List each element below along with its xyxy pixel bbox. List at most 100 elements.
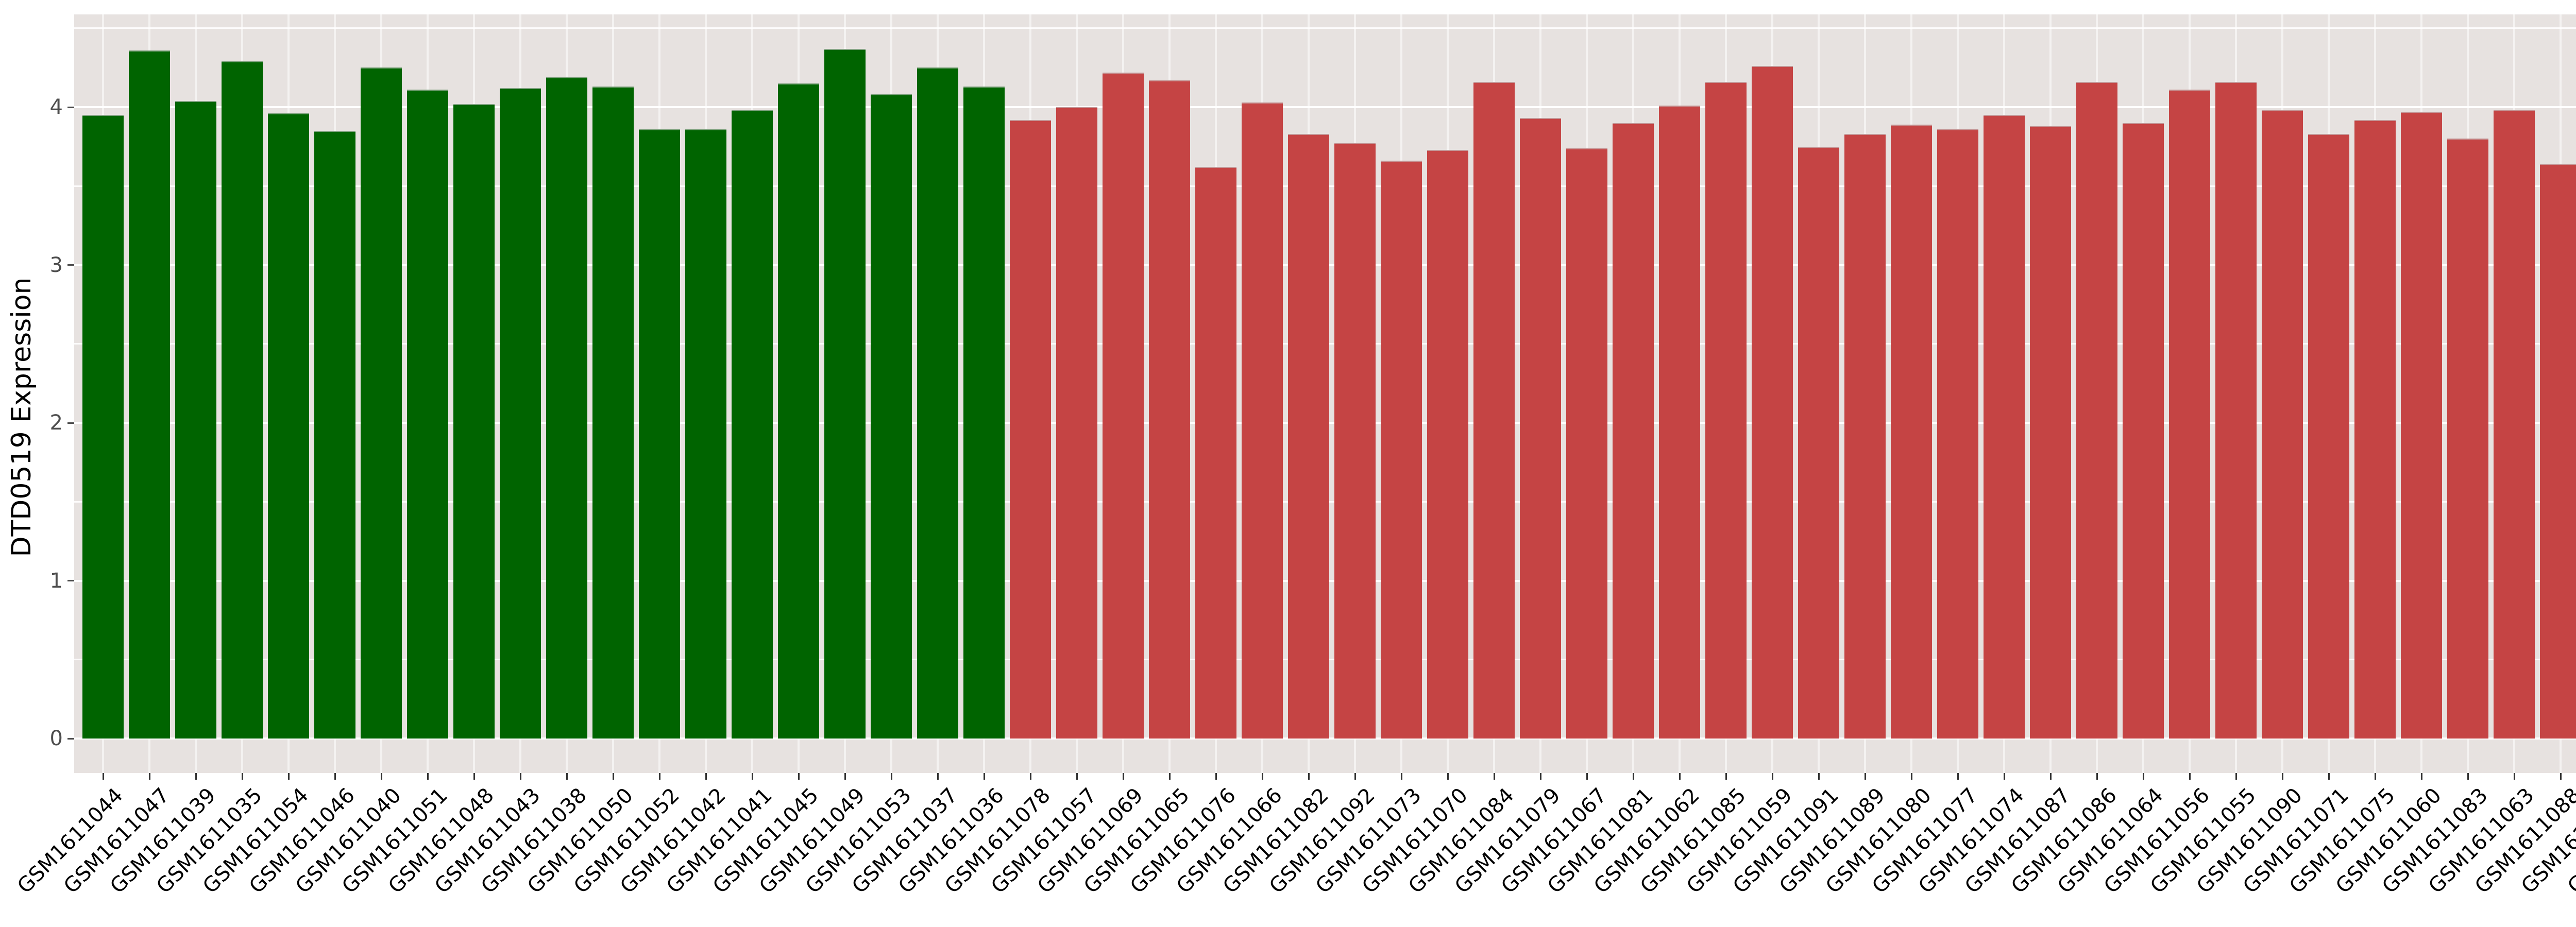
bar-GSM1611070 bbox=[1427, 150, 1468, 739]
x-tick-mark-GSM1611060 bbox=[2420, 773, 2422, 780]
bar-GSM1611074 bbox=[1984, 115, 2025, 739]
bar-GSM1611066 bbox=[1242, 102, 1283, 739]
x-tick-mark-GSM1611042 bbox=[705, 773, 707, 780]
bar-GSM1611084 bbox=[1473, 82, 1515, 739]
bar-GSM1611076 bbox=[1195, 167, 1236, 739]
bar-GSM1611051 bbox=[407, 90, 448, 739]
plot-panel bbox=[74, 14, 2576, 773]
bar-GSM1611086 bbox=[2076, 82, 2117, 739]
x-tick-mark-GSM1611076 bbox=[1215, 773, 1217, 780]
x-tick-mark-GSM1611047 bbox=[148, 773, 150, 780]
bar-GSM1611054 bbox=[268, 113, 309, 739]
bar-GSM1611040 bbox=[361, 67, 402, 739]
y-tick-mark-4 bbox=[67, 106, 74, 108]
bar-GSM1611043 bbox=[500, 88, 541, 739]
bar-GSM1611092 bbox=[1334, 143, 1376, 739]
x-tick-mark-GSM1611035 bbox=[241, 773, 243, 780]
x-tick-mark-GSM1611056 bbox=[2189, 773, 2191, 780]
x-tick-mark-GSM1611064 bbox=[2142, 773, 2144, 780]
bar-GSM1611048 bbox=[453, 104, 495, 739]
x-tick-mark-GSM1611062 bbox=[1679, 773, 1681, 780]
x-tick-mark-GSM1611041 bbox=[751, 773, 753, 780]
bar-GSM1611056 bbox=[2169, 90, 2210, 739]
x-tick-mark-GSM1611085 bbox=[1725, 773, 1727, 780]
bar-GSM1611071 bbox=[2308, 134, 2349, 739]
x-tick-mark-GSM1611067 bbox=[1586, 773, 1588, 780]
bar-GSM1611064 bbox=[2123, 123, 2164, 739]
x-tick-mark-GSM1611051 bbox=[427, 773, 429, 780]
y-tick-label-4: 4 bbox=[49, 95, 63, 119]
y-tick-mark-3 bbox=[67, 264, 74, 266]
bar-GSM1611078 bbox=[1010, 120, 1051, 739]
x-tick-mark-GSM1611071 bbox=[2328, 773, 2330, 780]
x-tick-mark-GSM1611037 bbox=[937, 773, 939, 780]
x-tick-mark-GSM1611087 bbox=[2049, 773, 2052, 780]
x-tick-mark-GSM1611078 bbox=[1029, 773, 1031, 780]
bar-GSM1611063 bbox=[2494, 110, 2535, 739]
bar-GSM1611073 bbox=[1381, 161, 1422, 739]
x-tick-mark-GSM1611069 bbox=[1122, 773, 1124, 780]
x-tick-mark-GSM1611074 bbox=[2003, 773, 2005, 780]
bar-GSM1611085 bbox=[1705, 82, 1747, 739]
x-tick-mark-GSM1611052 bbox=[658, 773, 660, 780]
bar-GSM1611088 bbox=[2540, 164, 2576, 739]
bar-GSM1611081 bbox=[1613, 123, 1654, 739]
bar-GSM1611080 bbox=[1891, 125, 1932, 739]
x-tick-mark-GSM1611092 bbox=[1354, 773, 1356, 780]
bar-GSM1611087 bbox=[2030, 126, 2071, 739]
bar-GSM1611082 bbox=[1288, 134, 1329, 739]
bar-GSM1611083 bbox=[2447, 139, 2488, 739]
bar-GSM1611047 bbox=[129, 50, 170, 739]
bar-GSM1611044 bbox=[82, 115, 124, 739]
x-tick-mark-GSM1611066 bbox=[1261, 773, 1263, 780]
bar-GSM1611065 bbox=[1149, 80, 1190, 739]
x-tick-mark-GSM1611089 bbox=[1864, 773, 1866, 780]
y-tick-mark-0 bbox=[67, 737, 74, 740]
x-tick-mark-GSM1611086 bbox=[2096, 773, 2098, 780]
y-tick-label-0: 0 bbox=[49, 727, 63, 750]
bar-GSM1611055 bbox=[2215, 82, 2257, 739]
x-tick-mark-GSM1611077 bbox=[1957, 773, 1959, 780]
bar-GSM1611036 bbox=[963, 87, 1005, 739]
y-tick-label-2: 2 bbox=[49, 411, 63, 435]
bar-GSM1611039 bbox=[175, 101, 216, 739]
x-tick-mark-GSM1611080 bbox=[1910, 773, 1912, 780]
x-tick-mark-GSM1611048 bbox=[473, 773, 475, 780]
bar-GSM1611041 bbox=[732, 110, 773, 739]
bar-GSM1611046 bbox=[314, 131, 355, 739]
x-tick-mark-GSM1611043 bbox=[519, 773, 521, 780]
x-tick-mark-GSM1611075 bbox=[2374, 773, 2376, 780]
x-tick-mark-GSM1611088 bbox=[2560, 773, 2562, 780]
gridline-y-0 bbox=[74, 737, 2576, 740]
y-tick-label-3: 3 bbox=[49, 253, 63, 277]
bar-GSM1611090 bbox=[2262, 110, 2303, 739]
x-tick-mark-GSM1611054 bbox=[287, 773, 290, 780]
x-tick-mark-GSM1611073 bbox=[1400, 773, 1402, 780]
x-tick-mark-GSM1611050 bbox=[612, 773, 614, 780]
x-tick-mark-GSM1611039 bbox=[195, 773, 197, 780]
bar-GSM1611038 bbox=[546, 77, 587, 739]
gridline-y-4 bbox=[74, 106, 2576, 108]
x-tick-mark-GSM1611059 bbox=[1771, 773, 1773, 780]
x-tick-mark-GSM1611040 bbox=[380, 773, 382, 780]
bar-GSM1611045 bbox=[778, 83, 819, 739]
bar-GSM1611053 bbox=[871, 94, 912, 739]
x-tick-mark-GSM1611044 bbox=[102, 773, 104, 780]
bar-GSM1611079 bbox=[1520, 118, 1561, 739]
bar-GSM1611075 bbox=[2354, 120, 2396, 739]
x-tick-mark-GSM1611065 bbox=[1168, 773, 1171, 780]
x-tick-mark-GSM1611057 bbox=[1076, 773, 1078, 780]
x-tick-mark-GSM1611036 bbox=[983, 773, 985, 780]
bar-GSM1611060 bbox=[2401, 112, 2442, 739]
bar-GSM1611067 bbox=[1566, 148, 1607, 739]
bar-GSM1611035 bbox=[222, 61, 263, 739]
x-tick-mark-GSM1611038 bbox=[566, 773, 568, 780]
x-tick-mark-GSM1611063 bbox=[2513, 773, 2515, 780]
x-tick-mark-GSM1611081 bbox=[1632, 773, 1634, 780]
x-tick-mark-GSM1611079 bbox=[1539, 773, 1541, 780]
bar-GSM1611091 bbox=[1798, 147, 1839, 739]
bar-GSM1611089 bbox=[1844, 134, 1886, 739]
bar-GSM1611050 bbox=[592, 87, 634, 739]
x-tick-mark-GSM1611055 bbox=[2235, 773, 2237, 780]
